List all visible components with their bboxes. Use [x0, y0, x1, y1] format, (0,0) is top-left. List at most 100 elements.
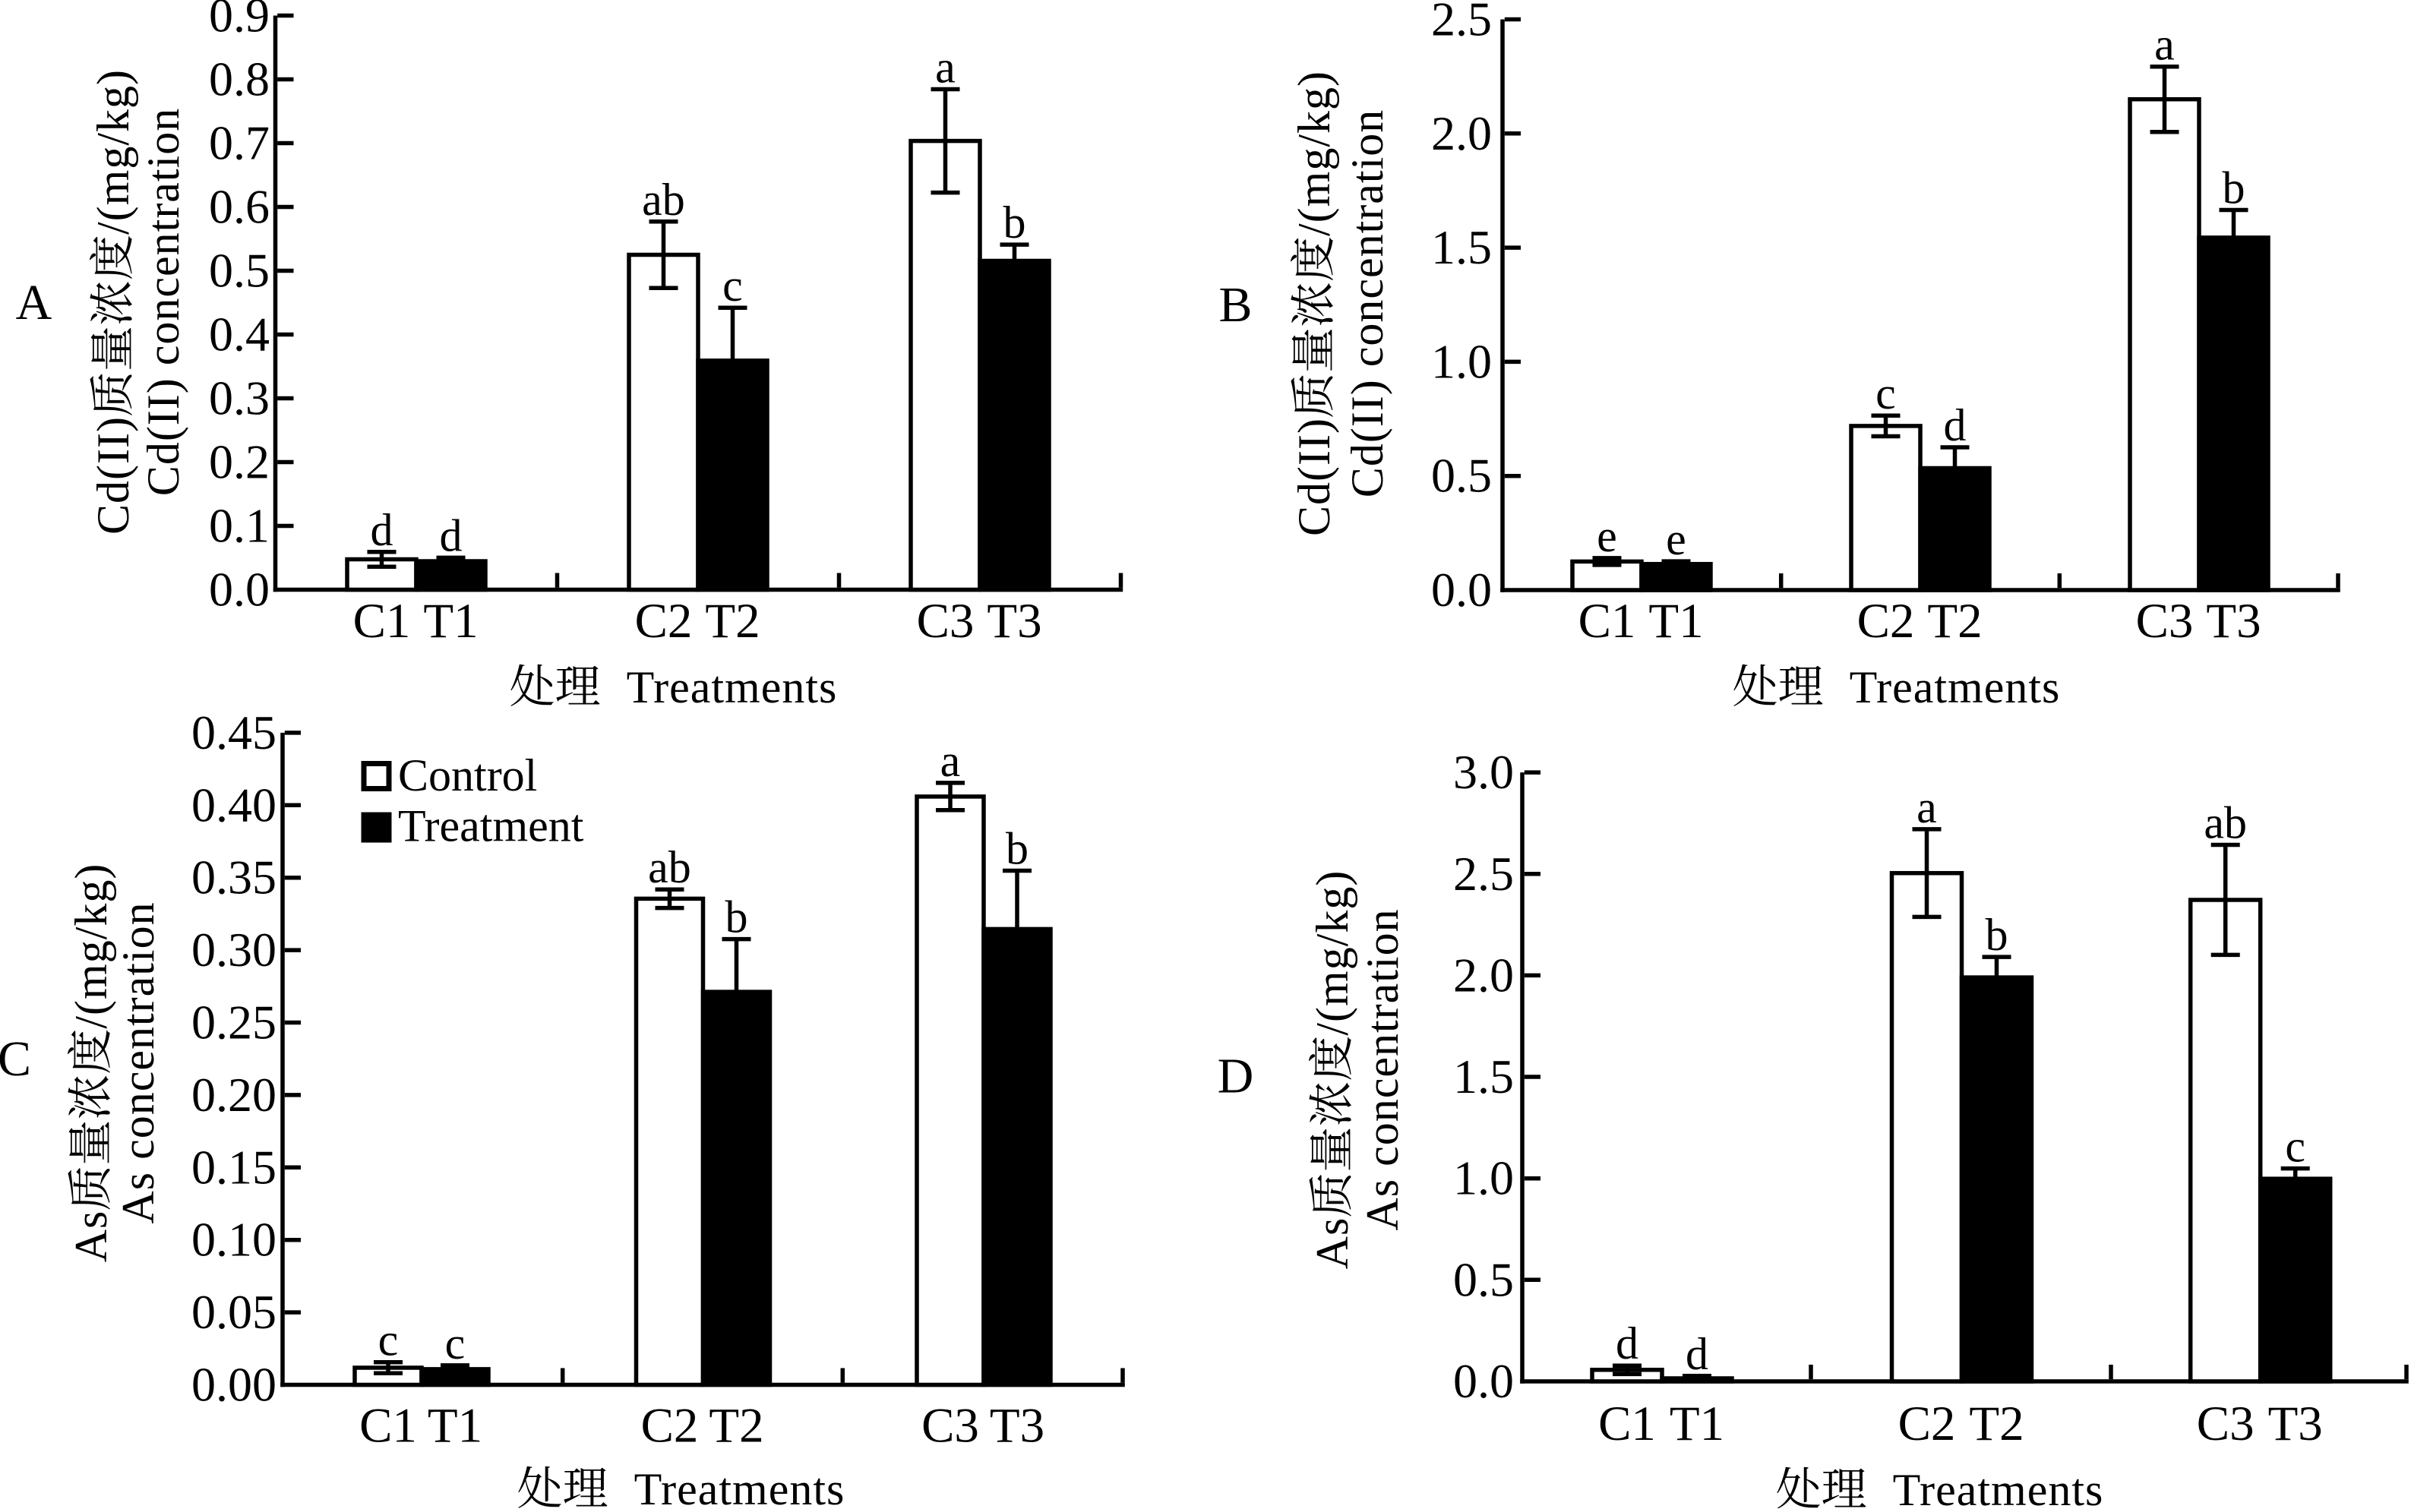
svg-text:Control: Control — [398, 750, 537, 800]
svg-text:A: A — [16, 275, 52, 330]
svg-text:d: d — [1686, 1329, 1708, 1379]
svg-text:0.00: 0.00 — [191, 1358, 276, 1412]
svg-text:/(mg/kg): /(mg/kg) — [1307, 870, 1357, 1036]
svg-text:T3: T3 — [990, 1399, 1044, 1454]
svg-text:C3: C3 — [2197, 1397, 2255, 1451]
svg-text:a: a — [2154, 20, 2175, 70]
svg-text:0.20: 0.20 — [191, 1068, 276, 1122]
svg-text:0.10: 0.10 — [191, 1213, 276, 1267]
svg-text:Cd(II): Cd(II) — [1289, 418, 1339, 536]
svg-text:a: a — [1916, 782, 1937, 832]
svg-text:0.1: 0.1 — [209, 499, 270, 553]
svg-text:0.4: 0.4 — [209, 308, 270, 361]
svg-text:d: d — [440, 510, 463, 560]
svg-text:/(mg/kg): /(mg/kg) — [88, 69, 138, 235]
svg-text:0.40: 0.40 — [191, 778, 276, 832]
svg-text:a: a — [940, 736, 961, 786]
svg-text:T2: T2 — [1927, 594, 1982, 649]
svg-text:Treatments: Treatments — [634, 1464, 845, 1508]
svg-text:0.0: 0.0 — [1431, 563, 1492, 617]
svg-text:C3: C3 — [921, 1399, 979, 1454]
svg-text:Treatments: Treatments — [1893, 1465, 2104, 1508]
svg-text:ab: ab — [648, 842, 691, 892]
svg-text:C1: C1 — [353, 594, 411, 649]
svg-text:ab: ab — [642, 175, 685, 225]
svg-text:As concentration: As concentration — [113, 901, 163, 1223]
svg-text:T1: T1 — [423, 594, 478, 649]
svg-text:0.5: 0.5 — [1431, 449, 1492, 503]
svg-text:/(mg/kg): /(mg/kg) — [66, 863, 116, 1029]
svg-text:0.2: 0.2 — [209, 435, 270, 489]
svg-text:C1: C1 — [1598, 1397, 1656, 1451]
svg-text:C2: C2 — [635, 594, 693, 649]
svg-text:b: b — [725, 892, 748, 942]
svg-text:T3: T3 — [2206, 594, 2261, 649]
svg-text:C2: C2 — [1857, 594, 1915, 649]
svg-text:As: As — [66, 1211, 116, 1263]
svg-text:c: c — [2285, 1122, 2305, 1172]
svg-text:c: c — [722, 260, 743, 311]
svg-text:0.5: 0.5 — [1453, 1252, 1514, 1306]
svg-text:a: a — [935, 43, 956, 93]
svg-text:b: b — [2223, 163, 2245, 213]
svg-text:Cd(II) concentration: Cd(II) concentration — [1342, 109, 1392, 497]
svg-text:T2: T2 — [1969, 1397, 2024, 1451]
svg-text:b: b — [1003, 197, 1026, 248]
svg-text:C1: C1 — [1578, 594, 1636, 649]
svg-text:Cd(II) concentration: Cd(II) concentration — [138, 108, 188, 496]
svg-text:0.8: 0.8 — [209, 52, 270, 106]
svg-text:ab: ab — [2204, 798, 2247, 848]
svg-text:C1: C1 — [359, 1399, 417, 1454]
svg-text:0.9: 0.9 — [209, 0, 270, 43]
svg-text:c: c — [378, 1315, 399, 1365]
svg-text:0.35: 0.35 — [191, 851, 276, 904]
svg-text:0.30: 0.30 — [191, 923, 276, 977]
svg-text:T3: T3 — [987, 594, 1041, 649]
svg-text:b: b — [1006, 824, 1029, 874]
svg-text:c: c — [445, 1318, 466, 1368]
svg-text:Treatment: Treatment — [398, 801, 584, 851]
svg-text:0.0: 0.0 — [209, 563, 270, 617]
svg-text:1.0: 1.0 — [1453, 1151, 1514, 1205]
svg-text:D: D — [1218, 1049, 1254, 1104]
svg-text:T1: T1 — [428, 1399, 482, 1454]
svg-text:0.15: 0.15 — [191, 1140, 276, 1194]
svg-text:T2: T2 — [705, 594, 760, 649]
svg-text:As concentration: As concentration — [1357, 908, 1408, 1230]
svg-text:2.0: 2.0 — [1431, 106, 1492, 160]
svg-text:As: As — [1307, 1217, 1357, 1270]
svg-text:0.6: 0.6 — [209, 180, 270, 234]
svg-text:T2: T2 — [709, 1399, 763, 1454]
svg-text:e: e — [1666, 514, 1686, 564]
svg-text:C2: C2 — [1898, 1397, 1956, 1451]
svg-text:b: b — [1986, 910, 2008, 960]
svg-text:T3: T3 — [2268, 1397, 2323, 1451]
svg-text:0.3: 0.3 — [209, 371, 270, 425]
svg-text:0.5: 0.5 — [209, 244, 270, 298]
svg-text:C: C — [0, 1031, 31, 1087]
svg-text:1.5: 1.5 — [1453, 1050, 1514, 1103]
svg-text:C3: C3 — [2136, 594, 2194, 649]
svg-text:T1: T1 — [1670, 1397, 1724, 1451]
svg-text:3.0: 3.0 — [1453, 745, 1514, 799]
svg-text:0.25: 0.25 — [191, 996, 276, 1050]
svg-text:T1: T1 — [1648, 594, 1703, 649]
svg-text:d: d — [1616, 1318, 1638, 1368]
svg-text:1.0: 1.0 — [1431, 334, 1492, 388]
svg-text:0.05: 0.05 — [191, 1285, 276, 1339]
svg-text:Cd(II): Cd(II) — [88, 416, 138, 535]
svg-text:C2: C2 — [641, 1399, 699, 1454]
svg-text:e: e — [1597, 511, 1617, 561]
svg-text:0.45: 0.45 — [191, 705, 276, 759]
svg-text:d: d — [1944, 400, 1967, 450]
svg-text:1.5: 1.5 — [1431, 220, 1492, 274]
svg-text:d: d — [371, 505, 393, 555]
svg-text:Treatments: Treatments — [627, 662, 838, 712]
svg-text:/(mg/kg): /(mg/kg) — [1289, 71, 1339, 236]
svg-text:c: c — [1875, 368, 1896, 418]
svg-text:0.0: 0.0 — [1453, 1354, 1514, 1408]
svg-text:Treatments: Treatments — [1850, 662, 2061, 712]
svg-text:2.0: 2.0 — [1453, 948, 1514, 1002]
svg-text:2.5: 2.5 — [1453, 847, 1514, 901]
svg-text:B: B — [1218, 277, 1252, 333]
